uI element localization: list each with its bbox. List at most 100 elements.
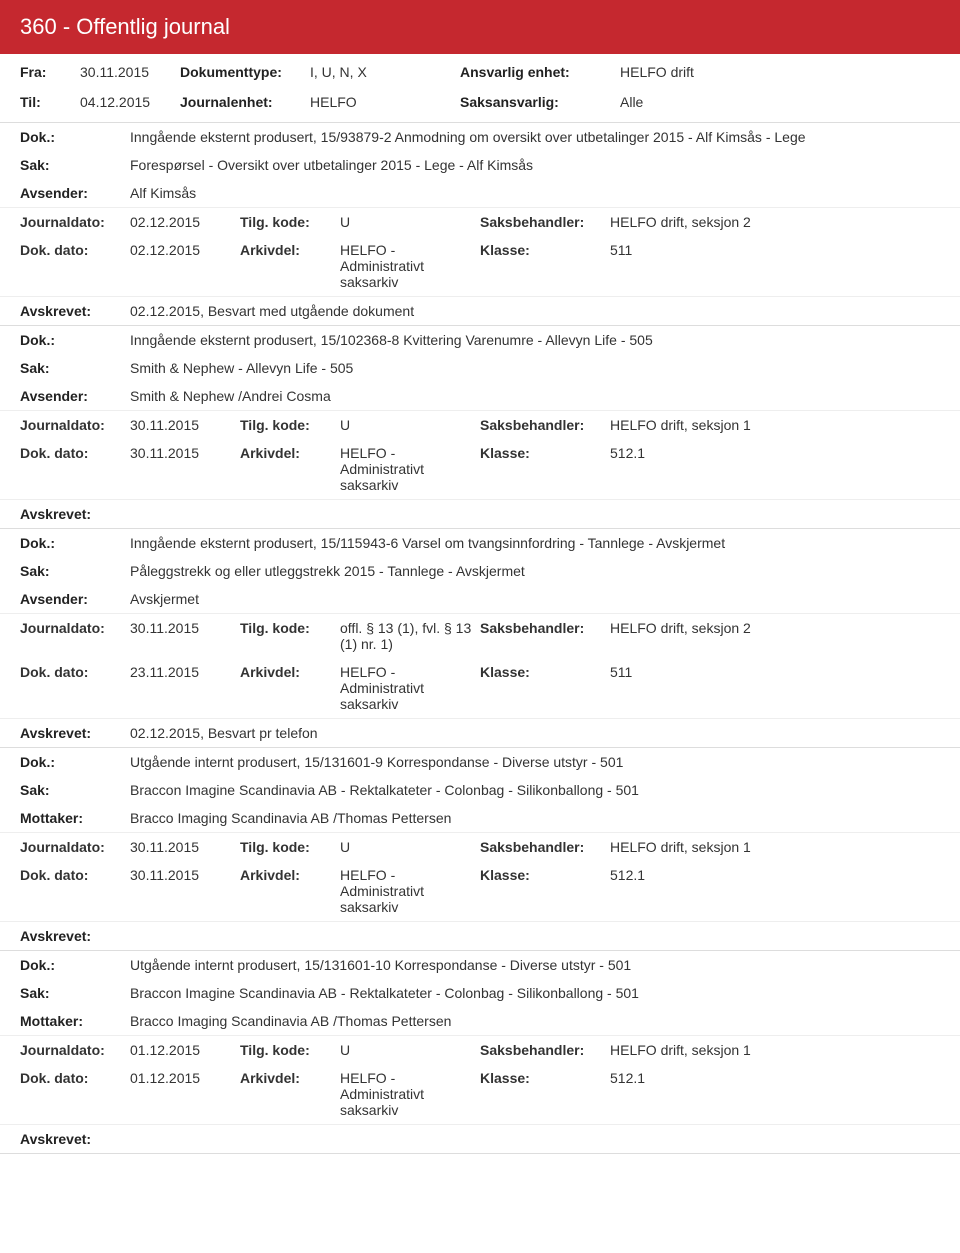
- arkivdel-label: Arkivdel:: [240, 445, 340, 461]
- avskrevet-line: Avskrevet:: [0, 1124, 960, 1153]
- avskrevet-label: Avskrevet:: [20, 506, 130, 522]
- party-label: Mottaker:: [20, 1013, 130, 1029]
- saksbehandler-label: Saksbehandler:: [480, 417, 610, 433]
- arkivdel-label: Arkivdel:: [240, 664, 340, 680]
- journaldato-label: Journaldato:: [20, 1042, 130, 1058]
- dok-label: Dok.:: [20, 754, 130, 770]
- journaldato-line: Journaldato: 30.11.2015 Tilg. kode: U Sa…: [0, 410, 960, 439]
- saksbehandler-value: HELFO drift, seksjon 1: [610, 839, 940, 855]
- arkivdel-label: Arkivdel:: [240, 867, 340, 883]
- sak-line: Sak: Smith & Nephew - Allevyn Life - 505: [0, 354, 960, 382]
- party-line: Mottaker: Bracco Imaging Scandinavia AB …: [0, 1007, 960, 1035]
- dok-value: Utgående internt produsert, 15/131601-9 …: [130, 754, 940, 770]
- arkivdel-value: HELFO - Administrativt saksarkiv: [340, 664, 480, 712]
- saksansvarlig-label: Saksansvarlig:: [460, 94, 620, 110]
- avskrevet-value: 02.12.2015, Besvart pr telefon: [130, 725, 940, 741]
- saksansvarlig-value: Alle: [620, 94, 940, 110]
- journaldato-line: Journaldato: 30.11.2015 Tilg. kode: offl…: [0, 613, 960, 658]
- journal-entry: Dok.: Utgående internt produsert, 15/131…: [0, 951, 960, 1154]
- dokdato-value: 30.11.2015: [130, 445, 240, 461]
- klasse-label: Klasse:: [480, 1070, 610, 1086]
- klasse-value: 512.1: [610, 1070, 940, 1086]
- arkivdel-value: HELFO - Administrativt saksarkiv: [340, 445, 480, 493]
- klasse-label: Klasse:: [480, 867, 610, 883]
- dokdato-value: 23.11.2015: [130, 664, 240, 680]
- saksbehandler-value: HELFO drift, seksjon 2: [610, 620, 940, 636]
- dokdato-label: Dok. dato:: [20, 867, 130, 883]
- tilgkode-label: Tilg. kode:: [240, 1042, 340, 1058]
- sak-line: Sak: Braccon Imagine Scandinavia AB - Re…: [0, 979, 960, 1007]
- journaldato-value: 02.12.2015: [130, 214, 240, 230]
- saksbehandler-value: HELFO drift, seksjon 1: [610, 1042, 940, 1058]
- ansvarlig-value: HELFO drift: [620, 64, 940, 80]
- avskrevet-label: Avskrevet:: [20, 725, 130, 741]
- party-line: Avsender: Alf Kimsås: [0, 179, 960, 207]
- tilgkode-label: Tilg. kode:: [240, 214, 340, 230]
- klasse-value: 512.1: [610, 867, 940, 883]
- klasse-label: Klasse:: [480, 445, 610, 461]
- journaldato-label: Journaldato:: [20, 417, 130, 433]
- journal-entry: Dok.: Utgående internt produsert, 15/131…: [0, 748, 960, 951]
- journaldato-line: Journaldato: 01.12.2015 Tilg. kode: U Sa…: [0, 1035, 960, 1064]
- dokdato-label: Dok. dato:: [20, 242, 130, 258]
- journaldato-line: Journaldato: 30.11.2015 Tilg. kode: U Sa…: [0, 832, 960, 861]
- dokdato-label: Dok. dato:: [20, 1070, 130, 1086]
- sak-label: Sak:: [20, 360, 130, 376]
- dokdato-line: Dok. dato: 02.12.2015 Arkivdel: HELFO - …: [0, 236, 960, 296]
- party-label: Mottaker:: [20, 810, 130, 826]
- avskrevet-value: 02.12.2015, Besvart med utgående dokumen…: [130, 303, 940, 319]
- journaldato-label: Journaldato:: [20, 214, 130, 230]
- avskrevet-label: Avskrevet:: [20, 928, 130, 944]
- dok-label: Dok.:: [20, 957, 130, 973]
- arkivdel-value: HELFO - Administrativt saksarkiv: [340, 867, 480, 915]
- dok-line: Dok.: Utgående internt produsert, 15/131…: [0, 951, 960, 979]
- til-value: 04.12.2015: [80, 94, 180, 110]
- dok-line: Dok.: Inngående eksternt produsert, 15/9…: [0, 123, 960, 151]
- dok-value: Inngående eksternt produsert, 15/102368-…: [130, 332, 940, 348]
- meta-row-1: Fra: 30.11.2015 Dokumenttype: I, U, N, X…: [0, 54, 960, 84]
- arkivdel-label: Arkivdel:: [240, 242, 340, 258]
- klasse-label: Klasse:: [480, 664, 610, 680]
- dokumenttype-label: Dokumenttype:: [180, 64, 310, 80]
- dokdato-value: 02.12.2015: [130, 242, 240, 258]
- sak-label: Sak:: [20, 157, 130, 173]
- journaldato-value: 30.11.2015: [130, 839, 240, 855]
- dok-value: Inngående eksternt produsert, 15/93879-2…: [130, 129, 940, 145]
- sak-value: Forespørsel - Oversikt over utbetalinger…: [130, 157, 940, 173]
- dokdato-line: Dok. dato: 23.11.2015 Arkivdel: HELFO - …: [0, 658, 960, 718]
- tilgkode-value: U: [340, 1042, 480, 1058]
- dokumenttype-value: I, U, N, X: [310, 64, 460, 80]
- party-label: Avsender:: [20, 185, 130, 201]
- dokdato-value: 01.12.2015: [130, 1070, 240, 1086]
- dok-line: Dok.: Utgående internt produsert, 15/131…: [0, 748, 960, 776]
- sak-line: Sak: Påleggstrekk og eller utleggstrekk …: [0, 557, 960, 585]
- klasse-value: 512.1: [610, 445, 940, 461]
- dokdato-line: Dok. dato: 30.11.2015 Arkivdel: HELFO - …: [0, 439, 960, 499]
- tilgkode-value: U: [340, 839, 480, 855]
- party-line: Avsender: Avskjermet: [0, 585, 960, 613]
- saksbehandler-value: HELFO drift, seksjon 2: [610, 214, 940, 230]
- saksbehandler-label: Saksbehandler:: [480, 214, 610, 230]
- sak-label: Sak:: [20, 985, 130, 1001]
- arkivdel-value: HELFO - Administrativt saksarkiv: [340, 1070, 480, 1118]
- saksbehandler-label: Saksbehandler:: [480, 839, 610, 855]
- journaldato-label: Journaldato:: [20, 620, 130, 636]
- dokdato-value: 30.11.2015: [130, 867, 240, 883]
- tilgkode-label: Tilg. kode:: [240, 839, 340, 855]
- meta-row-2: Til: 04.12.2015 Journalenhet: HELFO Saks…: [0, 84, 960, 114]
- party-value: Alf Kimsås: [130, 185, 940, 201]
- journalenhet-value: HELFO: [310, 94, 460, 110]
- tilgkode-value: U: [340, 214, 480, 230]
- avskrevet-line: Avskrevet: 02.12.2015, Besvart pr telefo…: [0, 718, 960, 747]
- party-label: Avsender:: [20, 388, 130, 404]
- avskrevet-label: Avskrevet:: [20, 1131, 130, 1147]
- dok-value: Inngående eksternt produsert, 15/115943-…: [130, 535, 940, 551]
- dok-line: Dok.: Inngående eksternt produsert, 15/1…: [0, 529, 960, 557]
- saksbehandler-label: Saksbehandler:: [480, 1042, 610, 1058]
- dok-line: Dok.: Inngående eksternt produsert, 15/1…: [0, 326, 960, 354]
- tilgkode-value: offl. § 13 (1), fvl. § 13 (1) nr. 1): [340, 620, 480, 652]
- saksbehandler-value: HELFO drift, seksjon 1: [610, 417, 940, 433]
- dok-value: Utgående internt produsert, 15/131601-10…: [130, 957, 940, 973]
- journal-entry: Dok.: Inngående eksternt produsert, 15/1…: [0, 326, 960, 529]
- party-label: Avsender:: [20, 591, 130, 607]
